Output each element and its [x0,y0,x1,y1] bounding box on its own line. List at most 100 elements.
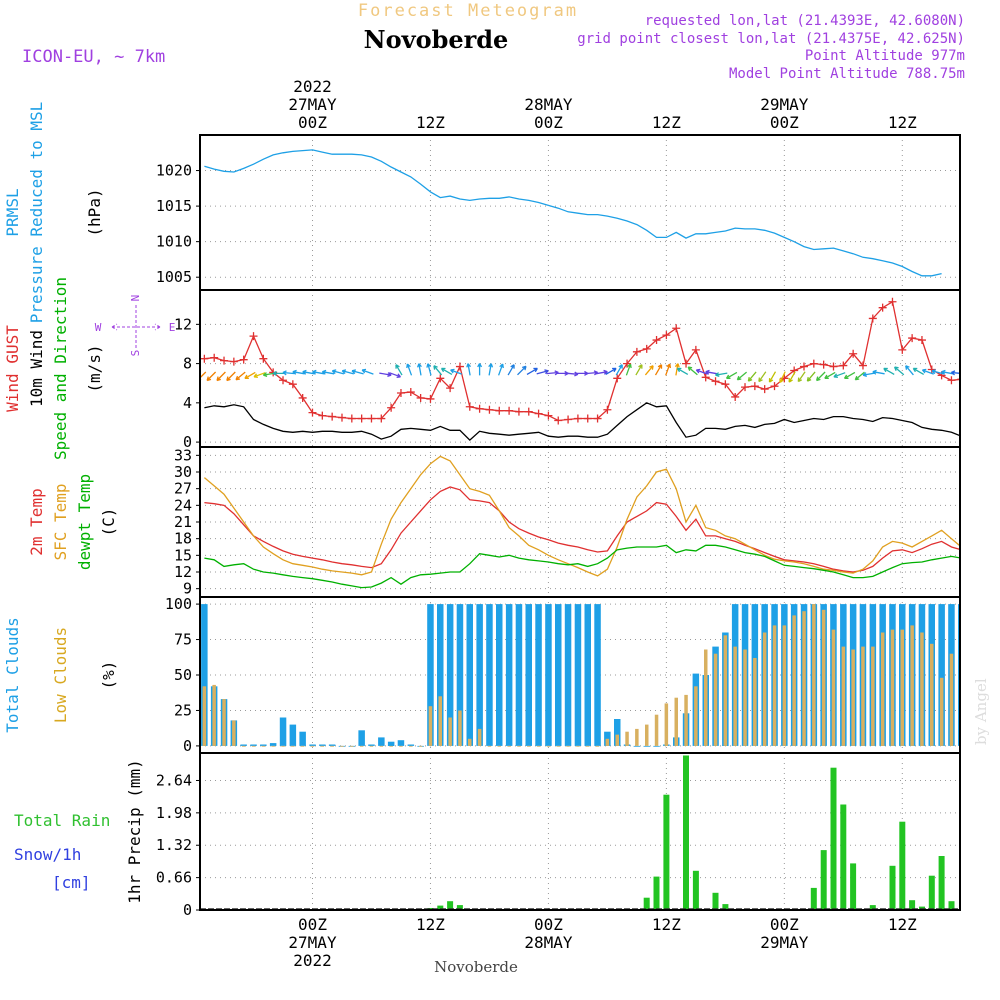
wind-arrow [779,371,786,384]
compass-w: W [95,321,102,334]
wind-arrow [843,371,856,380]
bar-total-rain [899,821,906,910]
bar-low-clouds [527,745,531,747]
bar-low-clouds [890,629,895,746]
bar-total-rain [663,794,670,910]
bar-total-rain [683,755,689,910]
plot-area [200,297,975,441]
bar-low-clouds [615,734,619,746]
y-tick-label: 27 [174,480,192,498]
gust-marker [662,331,671,340]
y-tick-label: 33 [174,446,192,464]
wind-arrow [883,367,895,375]
compass-lines [111,305,161,349]
bar-low-clouds [497,745,501,747]
gust-marker [632,347,641,356]
bar-total-clouds [545,604,552,746]
bar-low-clouds [831,629,836,746]
bar-low-clouds [645,724,649,746]
bar-total-rain [869,905,876,910]
panel-frame [199,134,961,291]
bar-total-clouds [574,604,582,746]
bar-low-clouds [851,649,855,746]
bar-total-rain [456,905,463,910]
gust-marker [878,303,887,312]
wind-arrow [758,371,767,383]
bar-total-rain [653,876,660,910]
gust-marker [259,354,268,363]
series-line-s0 [204,149,942,277]
gust-marker [829,362,838,371]
y-tick-label: 1005 [156,268,192,286]
gust-marker [917,336,926,345]
bar-low-clouds [753,658,757,746]
bar-total-clouds [476,604,483,746]
bar-low-clouds [713,653,718,746]
bar-low-clouds [389,745,393,747]
bar-total-rain [447,901,454,910]
wind-arrow [715,372,728,378]
bar-low-clouds [605,738,610,746]
wind-arrow [226,371,236,382]
panel-label: 10m Wind [27,330,46,407]
y-tick-label: 25 [174,701,192,719]
bar-low-clouds [782,625,787,746]
wind-arrow [687,366,698,376]
panel-label: (C) [99,508,118,537]
gust-marker [819,360,828,369]
wind-arrow [950,370,960,376]
plot-area [200,755,960,910]
bar-total-clouds [594,604,601,746]
gust-marker [967,375,975,383]
wind-arrow [216,371,226,382]
wind-arrow [824,371,836,380]
panel-label: 2m Temp [27,488,46,555]
bar-low-clouds [792,615,796,746]
gust-marker [367,414,376,423]
gust-marker [505,406,514,415]
gust-marker [416,393,425,402]
gust-marker [741,383,750,392]
y-tick-label: 4 [183,394,192,412]
bar-total-clouds [446,604,454,746]
gust-marker [446,384,455,393]
time-label-bottom: 12Z [652,915,681,934]
wind-arrow [768,371,777,383]
time-label-bottom: 27MAY [288,933,337,952]
wind-arrow [736,371,748,381]
wind-arrow [488,363,494,376]
compass-s: S [129,350,142,357]
bar-total-clouds [643,745,650,747]
bar-total-clouds [496,604,503,746]
gust-marker [583,414,592,423]
bar-total-clouds [328,744,336,746]
gust-marker [426,394,435,403]
series-line-gust [204,300,960,422]
wind-arrow [905,365,914,376]
y-tick-label: 21 [174,513,192,531]
wind-arrow [615,364,623,376]
bar-total-clouds [397,740,405,746]
wind-arrow [416,363,422,376]
y-tick-label: 1015 [156,197,192,215]
bar-low-clouds [910,625,914,746]
wind-arrow [654,364,663,376]
bar-low-clouds [409,745,413,747]
wind-arrow [450,368,463,375]
gust-marker [210,353,219,362]
series-line-dewpt-temp [204,544,960,589]
point-altitude: Point Altitude 977m [805,48,965,64]
gust-marker [593,414,602,423]
gust-marker [927,365,936,374]
time-label-top: 28MAY [524,95,573,114]
gust-marker [858,361,867,370]
bar-total-clouds [378,737,385,746]
grid [200,290,960,447]
location-title: Novoberde [364,25,509,54]
gust-marker [465,402,474,411]
panel-label: (%) [99,661,118,690]
bar-total-clouds [437,604,444,746]
y-tick-label: 75 [174,631,192,649]
